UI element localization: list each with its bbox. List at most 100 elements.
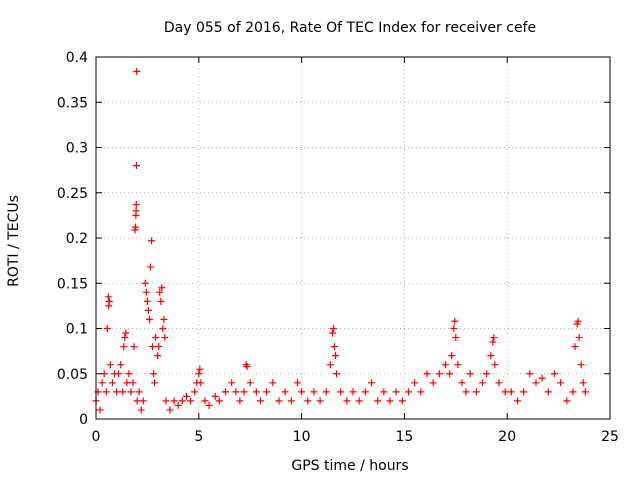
data-point <box>96 406 104 414</box>
data-point <box>201 397 209 405</box>
data-point <box>575 334 583 342</box>
data-point <box>120 343 128 351</box>
data-point <box>154 352 162 360</box>
data-point <box>446 370 454 378</box>
y-tick-label: 0.35 <box>57 95 88 111</box>
data-point <box>450 325 458 332</box>
data-point <box>501 388 509 396</box>
data-point <box>162 397 170 405</box>
points-layer <box>92 67 589 414</box>
data-point <box>105 297 113 305</box>
data-point <box>132 207 140 215</box>
data-point <box>152 334 160 342</box>
data-point <box>507 388 515 396</box>
x-tick-label: 25 <box>601 429 619 445</box>
data-point <box>275 397 283 405</box>
x-tick-label: 0 <box>92 429 101 445</box>
data-point <box>569 388 577 396</box>
data-point <box>115 370 123 378</box>
data-point <box>252 388 260 396</box>
data-point <box>197 379 205 387</box>
data-point <box>386 397 394 405</box>
data-point <box>106 361 114 369</box>
data-point <box>157 297 165 305</box>
data-point <box>448 352 456 360</box>
data-point <box>281 388 289 396</box>
data-point <box>417 388 425 396</box>
data-point <box>148 237 156 245</box>
y-tick-label: 0.3 <box>66 141 88 157</box>
data-point <box>316 397 324 405</box>
data-point <box>178 397 186 405</box>
data-point <box>298 388 306 396</box>
data-point <box>333 370 341 378</box>
data-point <box>98 379 106 387</box>
data-point <box>142 288 150 296</box>
data-point <box>343 397 351 405</box>
data-point <box>538 374 546 382</box>
data-point <box>368 379 376 387</box>
data-point <box>205 401 213 409</box>
data-point <box>287 397 295 405</box>
x-tick-label: 15 <box>395 429 413 445</box>
x-tick-label: 20 <box>498 429 516 445</box>
data-point <box>104 293 112 301</box>
data-point <box>451 317 459 325</box>
data-point <box>103 325 111 332</box>
data-point <box>452 334 460 342</box>
data-point <box>349 388 357 396</box>
data-point <box>577 361 585 369</box>
data-point <box>380 388 388 396</box>
y-tick-label: 0.15 <box>57 276 88 292</box>
data-point <box>513 397 521 405</box>
data-point <box>161 334 169 342</box>
data-point <box>108 379 116 387</box>
data-point <box>472 388 480 396</box>
data-point <box>483 370 491 378</box>
data-point <box>166 406 174 414</box>
data-point <box>442 361 450 369</box>
data-point <box>246 379 254 387</box>
data-point <box>139 397 147 405</box>
data-point <box>490 334 498 342</box>
data-point <box>526 370 534 378</box>
data-point <box>487 352 495 360</box>
data-point <box>119 388 127 396</box>
data-point <box>195 370 203 378</box>
data-point <box>159 325 167 332</box>
data-point <box>571 343 579 351</box>
data-point <box>361 388 369 396</box>
data-point <box>149 343 157 351</box>
data-point <box>146 263 154 271</box>
data-point <box>222 388 230 396</box>
data-point <box>557 379 565 387</box>
data-point <box>141 279 149 287</box>
data-point <box>304 397 312 405</box>
data-point <box>151 379 159 387</box>
data-point <box>466 370 474 378</box>
data-point <box>435 370 443 378</box>
data-point <box>355 397 363 405</box>
data-point <box>374 397 382 405</box>
y-tick-label: 0.25 <box>57 186 88 202</box>
x-tick-label: 5 <box>194 429 203 445</box>
data-point <box>328 329 336 337</box>
y-tick-label: 0.1 <box>66 322 88 338</box>
data-point <box>133 162 141 170</box>
data-point <box>150 370 158 378</box>
data-point <box>137 406 145 414</box>
data-point <box>310 388 318 396</box>
data-point <box>121 334 129 342</box>
data-point <box>392 388 400 396</box>
chart-title: Day 055 of 2016, Rate Of TEC Index for r… <box>164 20 536 36</box>
data-point <box>269 379 277 387</box>
data-point <box>293 379 301 387</box>
data-point <box>135 388 143 396</box>
data-point <box>495 379 503 387</box>
data-point <box>544 388 552 396</box>
data-point <box>158 284 166 292</box>
data-point <box>491 361 499 369</box>
data-point <box>240 388 248 396</box>
data-point <box>520 388 528 396</box>
